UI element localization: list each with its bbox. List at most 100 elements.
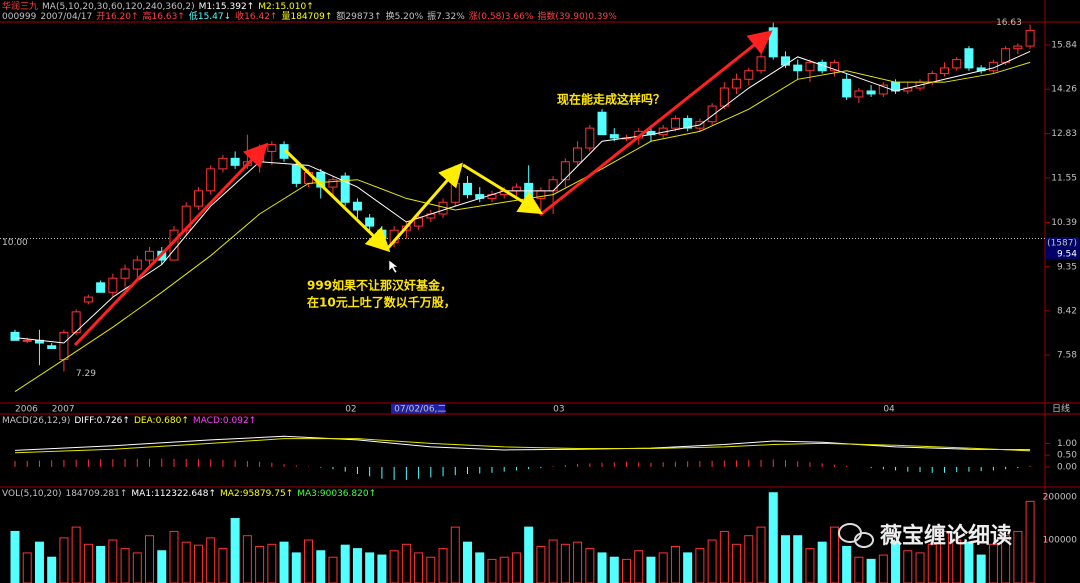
- candle-body: [59, 331, 69, 361]
- volume-bar: [658, 552, 668, 583]
- y-tick-label: 1.00: [1057, 439, 1077, 449]
- header-item: M1:15.392↑: [199, 2, 255, 12]
- volume-bar: [866, 558, 876, 583]
- candle-body: [47, 345, 57, 349]
- y-tick-label: 7.58: [1057, 351, 1077, 361]
- candle-body: [952, 59, 962, 69]
- candle-body: [585, 127, 595, 149]
- candle-body: [866, 90, 876, 95]
- candle-body: [842, 78, 852, 98]
- header-item: 低15.47↓: [189, 10, 231, 22]
- volume-bar: [829, 526, 839, 583]
- y-tick-label: 12.83: [1051, 129, 1077, 139]
- volume-bar: [463, 541, 473, 583]
- y-tick-label: 9.35: [1057, 262, 1077, 272]
- volume-bar: [401, 543, 411, 583]
- volume-bar: [976, 554, 986, 583]
- watermark: 薇宝缠论细读: [838, 523, 1012, 549]
- volume-bar: [768, 492, 778, 583]
- candle-body: [71, 311, 81, 333]
- x-tick-label: 07/02/06,二: [394, 405, 446, 415]
- candle-body: [267, 144, 277, 152]
- x-label-highlight: [391, 404, 446, 414]
- volume-bar: [646, 556, 656, 583]
- candle-body: [145, 250, 155, 261]
- y-tick-label: 11.55: [1051, 173, 1077, 183]
- volume-bar: [267, 543, 277, 583]
- volume-bar: [291, 552, 301, 583]
- candle-body: [450, 182, 460, 203]
- candle-body: [132, 259, 142, 270]
- volume-bar: [780, 535, 790, 583]
- volume-bar: [854, 556, 864, 583]
- volume-bar: [719, 530, 729, 583]
- y-tick-label: 200000: [1043, 493, 1078, 503]
- volume-bar: [59, 537, 69, 583]
- volume-bar: [622, 558, 631, 583]
- ref-label: 10.00: [2, 238, 28, 248]
- header-item: 收16.42↑: [235, 10, 277, 22]
- volume-bar: [695, 548, 705, 583]
- candle-body: [780, 56, 790, 66]
- volume-bar: [756, 526, 766, 583]
- ma-line: [14, 435, 1031, 451]
- volume-bar: [169, 530, 179, 583]
- header-item: MA1:112322.648↑: [131, 489, 216, 499]
- volume-bar: [732, 543, 742, 583]
- candle-body: [573, 147, 583, 163]
- candle-body: [463, 182, 473, 196]
- candle-body: [230, 157, 240, 166]
- volume-bar: [511, 552, 521, 583]
- volume-bar: [964, 541, 974, 583]
- volume-bar: [145, 535, 155, 583]
- volume-bar: [548, 539, 558, 583]
- cursor: [388, 259, 399, 274]
- candle-body: [291, 164, 301, 184]
- candle-body: [340, 175, 350, 203]
- volume-bar: [120, 548, 130, 583]
- candle-body: [548, 179, 558, 192]
- volume-bar: [132, 552, 142, 583]
- volume-bar: [487, 558, 497, 583]
- header-item: DEA:0.680↑: [134, 416, 189, 426]
- candle-body: [854, 90, 864, 98]
- candle-body: [829, 61, 839, 72]
- candle-body: [206, 168, 216, 192]
- annotation: 在10元上吐了数以千万股，: [307, 295, 456, 310]
- high-label: 16.63: [996, 18, 1022, 28]
- low-label: 7.29: [76, 369, 96, 379]
- candle-body: [756, 56, 766, 72]
- x-tick-label: 02: [345, 405, 356, 415]
- candle-body: [108, 277, 118, 293]
- volume-bar: [707, 539, 717, 583]
- volume-bar: [744, 535, 754, 583]
- volume-bar: [22, 552, 32, 583]
- candle-body: [10, 331, 20, 341]
- header-line: VOL(5,10,20) 184709.281↑ MA1:112322.648↑ MA…: [2, 489, 376, 499]
- candle-body: [683, 118, 693, 129]
- trend-arrows: [73, 30, 773, 347]
- header-item: MACD(26,12,9): [2, 416, 70, 426]
- candle-body: [328, 179, 338, 188]
- y-tick-label: 14.26: [1051, 85, 1077, 95]
- volume-bar: [438, 548, 448, 583]
- candle-body: [96, 282, 106, 293]
- volume-bar: [10, 530, 20, 583]
- candle-body: [744, 70, 754, 80]
- volume-bar: [218, 548, 228, 583]
- header-item: 指数(39.90)0.39%: [537, 10, 617, 22]
- volume-bar: [157, 550, 167, 583]
- volume-bar: [988, 543, 998, 583]
- header-item: 量184709↑: [281, 11, 332, 22]
- header-item: MA(5,10,20,30,60,120,240,360,2): [42, 2, 195, 12]
- candle-body: [120, 268, 130, 279]
- header-item: MA2:95879.75↑: [220, 489, 293, 499]
- candle-body: [768, 27, 778, 58]
- candle-body: [597, 111, 607, 136]
- volume-bar: [34, 541, 44, 583]
- header-item: MA3:90036.820↑: [297, 489, 376, 499]
- ma-line: [14, 61, 1031, 392]
- x-tick-label: 03: [553, 405, 564, 415]
- volume-bar: [793, 535, 803, 583]
